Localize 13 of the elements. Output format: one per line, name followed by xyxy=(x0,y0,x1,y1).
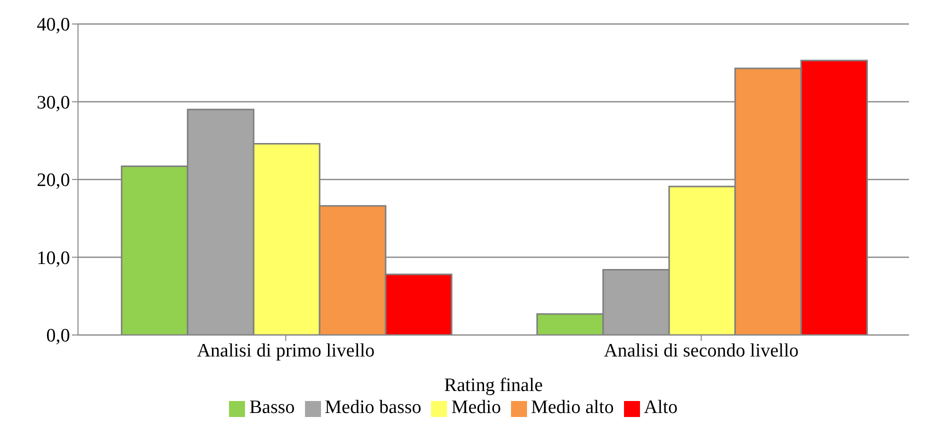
legend-label: Medio xyxy=(451,397,501,418)
y-tick-label: 20,0 xyxy=(36,170,70,192)
y-tick-label: 40,0 xyxy=(36,14,70,36)
x-axis-title: Rating finale xyxy=(444,375,543,396)
y-tick-label: 0,0 xyxy=(46,326,70,347)
legend-label: Basso xyxy=(249,397,295,418)
x-tick-label: Analisi di primo livello xyxy=(196,340,375,362)
x-tick-label: Analisi di secondo livello xyxy=(604,340,799,362)
y-tick-label: 10,0 xyxy=(36,248,70,269)
legend-label: Medio basso xyxy=(324,397,422,418)
y-tick-label: 30,0 xyxy=(36,92,70,114)
legend-label: Medio alto xyxy=(530,397,614,418)
legend-label: Alto xyxy=(644,397,678,418)
